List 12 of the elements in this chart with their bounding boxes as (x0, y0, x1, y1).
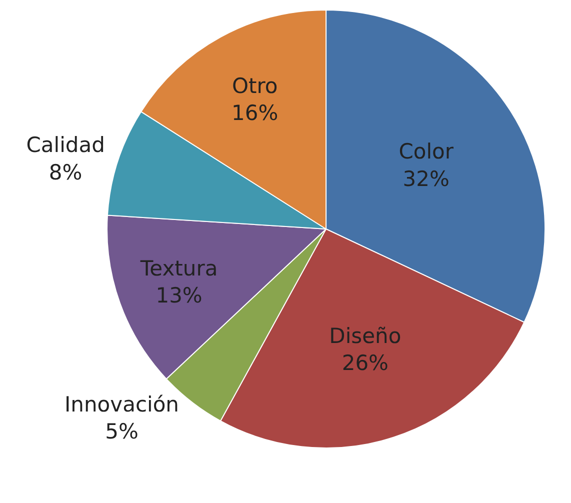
slice-label: Innovación (64, 392, 179, 416)
data-label: 8% (48, 160, 82, 185)
slice-label: Diseño (329, 324, 402, 348)
data-label: 13% (156, 284, 202, 308)
slice-label: Otro (232, 74, 278, 98)
slice-label: Color (398, 140, 454, 164)
data-label: 32% (402, 167, 450, 192)
data-label: 16% (231, 101, 278, 126)
slice-label: Textura (139, 256, 218, 280)
slice-label: Calidad (26, 133, 105, 158)
data-label: 5% (105, 420, 138, 444)
data-label: 26% (342, 351, 389, 376)
